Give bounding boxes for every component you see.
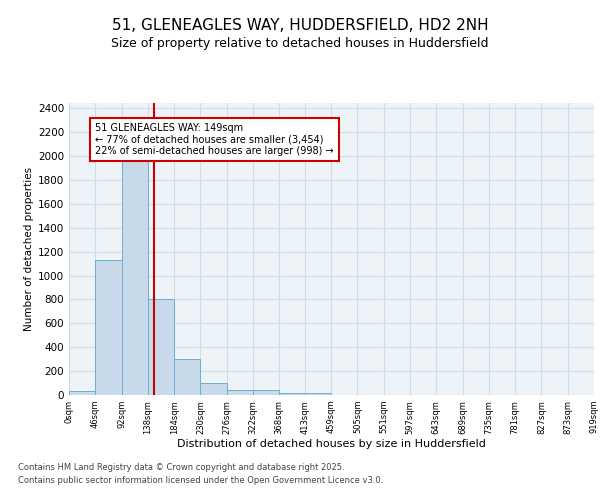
Bar: [200, 383, 227, 395]
Text: 51 GLENEAGLES WAY: 149sqm
← 77% of detached houses are smaller (3,454)
22% of se: 51 GLENEAGLES WAY: 149sqm ← 77% of detac…: [95, 123, 334, 156]
Bar: [227, 390, 253, 395]
Bar: [148, 300, 174, 395]
Bar: [69, 392, 95, 395]
Bar: [305, 393, 331, 395]
Text: Size of property relative to detached houses in Huddersfield: Size of property relative to detached ho…: [111, 38, 489, 51]
X-axis label: Distribution of detached houses by size in Huddersfield: Distribution of detached houses by size …: [177, 440, 486, 450]
Text: Contains public sector information licensed under the Open Government Licence v3: Contains public sector information licen…: [18, 476, 383, 485]
Bar: [122, 154, 148, 395]
Bar: [253, 390, 279, 395]
Text: 51, GLENEAGLES WAY, HUDDERSFIELD, HD2 2NH: 51, GLENEAGLES WAY, HUDDERSFIELD, HD2 2N…: [112, 18, 488, 32]
Y-axis label: Number of detached properties: Number of detached properties: [24, 166, 34, 331]
Bar: [95, 260, 122, 395]
Bar: [279, 392, 305, 395]
Bar: [174, 359, 200, 395]
Text: Contains HM Land Registry data © Crown copyright and database right 2025.: Contains HM Land Registry data © Crown c…: [18, 462, 344, 471]
